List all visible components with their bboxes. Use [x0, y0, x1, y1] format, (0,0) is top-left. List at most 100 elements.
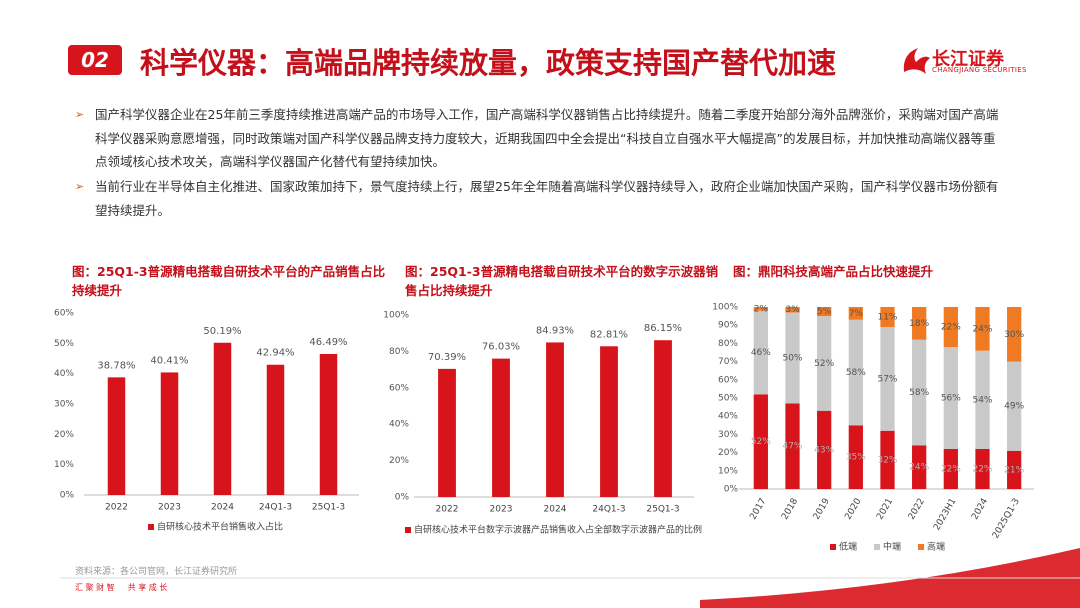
data-label: 46.49% [309, 337, 347, 348]
x-tick-label: 2022 [105, 503, 128, 513]
bar-segment [943, 307, 958, 348]
legend-swatch [918, 544, 925, 550]
y-tick-label: 50% [718, 394, 738, 404]
slide-title: 科学仪器：高端品牌持续放量，政策支持国产替代加速 [140, 46, 837, 80]
data-label: 86.15% [644, 323, 682, 334]
x-tick-label: 24Q1-3 [259, 503, 292, 513]
legend-label: 低端 [839, 541, 857, 553]
data-label: 49% [1004, 402, 1024, 412]
data-label: 42.94% [256, 348, 294, 359]
bar [492, 358, 510, 497]
chart-title: 图：25Q1-3普源精电搭载自研技术平台的数字示波器销售占比持续提升 [405, 264, 719, 298]
chart-title: 图：25Q1-3普源精电搭载自研技术平台的产品销售占比持续提升 [72, 264, 386, 298]
data-label: 82.81% [590, 329, 628, 340]
bar-segment [1007, 361, 1022, 451]
data-label: 52% [814, 359, 834, 369]
legend-label: 自研核心技术平台销售收入占比 [157, 521, 283, 533]
bar-segment [785, 312, 800, 404]
section-badge: 02 [68, 45, 122, 75]
y-tick-label: 20% [718, 448, 738, 458]
x-tick-label: 2024 [211, 503, 234, 513]
bar [213, 342, 232, 495]
y-tick-label: 40% [54, 369, 74, 379]
data-label: 57% [877, 374, 897, 384]
data-label: 18% [909, 319, 929, 329]
bar-segment [817, 316, 832, 411]
bar-segment [975, 350, 990, 449]
data-label: 11% [877, 313, 897, 323]
data-label: 40.41% [150, 355, 188, 366]
data-label: 50.19% [203, 326, 241, 337]
data-label: 58% [909, 388, 929, 398]
y-tick-label: 80% [718, 339, 738, 349]
data-label: 24% [972, 324, 992, 334]
bar-segment [880, 430, 895, 489]
bar-segment [880, 307, 895, 328]
data-label: 84.93% [536, 325, 574, 336]
data-label: 21% [1004, 465, 1024, 475]
data-label: 47% [782, 442, 802, 452]
data-label: 43% [814, 445, 834, 455]
slogan: 汇 聚 财 智 共 享 成 长 [75, 583, 168, 592]
y-tick-label: 100% [712, 303, 738, 313]
y-tick-label: 60% [54, 309, 74, 319]
data-label: 52% [751, 437, 771, 447]
data-label: 58% [846, 368, 866, 378]
bar-segment [975, 448, 990, 489]
legend-swatch [148, 524, 154, 530]
bar [600, 346, 618, 497]
bar-segment [912, 339, 927, 446]
bar [546, 342, 564, 497]
bar-segment [912, 307, 927, 340]
y-tick-label: 80% [389, 347, 409, 357]
data-label: 22% [941, 323, 961, 333]
bar-segment [880, 327, 895, 431]
legend-swatch [830, 544, 836, 550]
y-tick-label: 20% [54, 430, 74, 440]
x-tick-label: 2023 [158, 503, 181, 513]
x-tick-label: 2025Q1-3 [991, 497, 1022, 541]
legend-label: 中端 [883, 541, 901, 553]
legend-label: 高端 [927, 541, 945, 553]
data-label: 5% [817, 307, 832, 317]
data-label: 38.78% [97, 360, 135, 371]
bar-segment [817, 307, 832, 317]
bar [438, 368, 456, 497]
y-tick-label: 0% [724, 485, 739, 495]
y-tick-label: 40% [718, 412, 738, 422]
x-tick-label: 2022 [436, 505, 459, 515]
bar-segment [943, 347, 958, 449]
bar-segment [848, 425, 863, 489]
data-label: 76.03% [482, 342, 520, 353]
bar-segment [817, 410, 832, 489]
y-tick-label: 40% [389, 420, 409, 430]
bar-segment [753, 310, 768, 395]
data-label: 30% [1004, 330, 1024, 340]
bar [654, 340, 672, 497]
y-tick-label: 0% [395, 493, 410, 503]
data-label: 32% [877, 455, 897, 465]
logo-subtext: CHANGJIANG SECURITIES [932, 66, 1027, 74]
data-label: 2% [754, 304, 769, 314]
y-tick-label: 10% [718, 466, 738, 476]
data-label: 70.39% [428, 352, 466, 363]
bar-segment [943, 448, 958, 489]
data-label: 3% [785, 305, 800, 315]
bar-segment [753, 394, 768, 489]
bar-segment [1007, 307, 1022, 362]
x-tick-label: 2022 [907, 497, 927, 522]
x-tick-label: 2020 [843, 497, 863, 522]
bar [160, 372, 179, 495]
data-label: 22% [941, 464, 961, 474]
x-tick-label: 2021 [875, 497, 895, 522]
bar-segment [785, 403, 800, 489]
bar-segment [975, 307, 990, 351]
data-label: 22% [972, 464, 992, 474]
y-tick-label: 60% [718, 375, 738, 385]
x-tick-label: 2024 [970, 497, 990, 522]
chart-title: 图：鼎阳科技高端产品占比快速提升 [733, 264, 934, 279]
x-tick-label: 2023H1 [932, 497, 958, 533]
y-tick-label: 50% [54, 339, 74, 349]
bar-segment [753, 307, 768, 311]
